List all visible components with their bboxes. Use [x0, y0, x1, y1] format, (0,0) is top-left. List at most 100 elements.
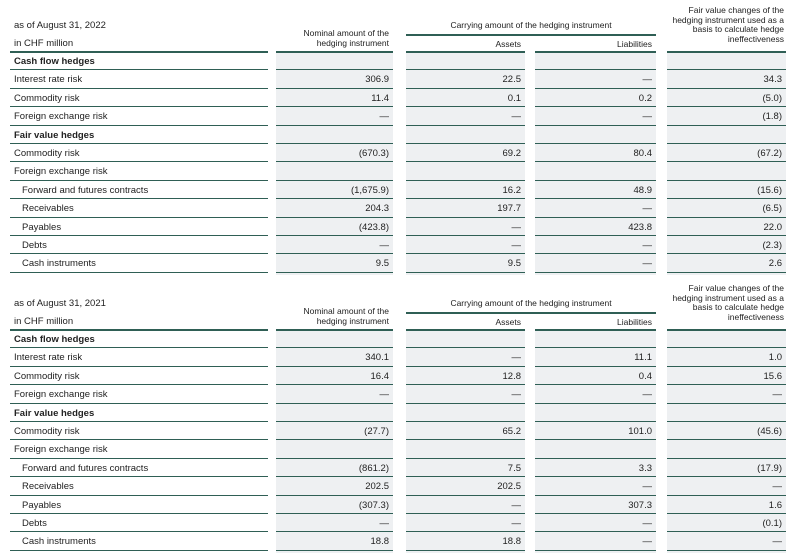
- row-divider: [10, 179, 268, 181]
- row-divider: [276, 179, 393, 181]
- cell-fv: (2.3): [762, 240, 782, 251]
- row-divider: [406, 531, 525, 533]
- row-divider: [10, 234, 268, 236]
- header-bottom-rule: [535, 329, 656, 331]
- row-label: Debts: [22, 518, 47, 529]
- row-divider: [535, 253, 656, 255]
- row-divider: [406, 198, 525, 200]
- row-divider: [10, 253, 268, 255]
- cell-fv: (45.6): [757, 426, 782, 437]
- row-divider: [406, 124, 525, 126]
- row-divider: [406, 161, 525, 163]
- cell-nominal: 11.4: [371, 92, 389, 104]
- row-divider: [276, 494, 393, 496]
- row-divider: [406, 365, 525, 367]
- row-label: Debts: [22, 240, 47, 251]
- row-label: Foreign exchange risk: [14, 166, 108, 178]
- row-divider: [667, 439, 786, 441]
- row-label: Commodity risk: [14, 370, 80, 382]
- row-divider: [667, 161, 786, 163]
- row-label: Foreign exchange risk: [14, 111, 108, 123]
- assets-header: Assets: [495, 317, 521, 327]
- column-shade-liabilities: [535, 330, 656, 553]
- row-label: Cash flow hedges: [14, 334, 95, 345]
- cell-liabilities: 0.2: [638, 92, 652, 104]
- cell-assets: 12.8: [502, 370, 522, 382]
- cell-nominal: 202.5: [365, 481, 389, 493]
- row-label: Payables: [22, 221, 62, 233]
- column-shade-assets: [406, 52, 525, 275]
- row-label: Receivables: [22, 481, 74, 493]
- row-divider: [276, 347, 393, 349]
- cell-nominal: 18.8: [370, 536, 390, 548]
- row-divider: [667, 457, 786, 459]
- row-divider: [667, 420, 786, 422]
- row-divider: [667, 365, 786, 367]
- row-divider: [10, 512, 268, 514]
- row-divider: [535, 420, 656, 422]
- cell-nominal: 340.1: [365, 352, 389, 364]
- row-divider: [406, 106, 525, 108]
- header-bottom-rule: [276, 329, 393, 331]
- row-divider: [535, 494, 656, 496]
- row-divider: [667, 216, 786, 218]
- row-divider: [406, 347, 525, 349]
- row-divider: [276, 124, 393, 126]
- carrying-amount-header: Carrying amount of the hedging instrumen…: [450, 298, 612, 308]
- cell-fv: (0.1): [762, 518, 782, 529]
- row-divider: [276, 161, 393, 163]
- column-shade-fv: [667, 52, 786, 275]
- cell-nominal: —: [379, 240, 390, 251]
- table-row: Fair value hedges: [0, 126, 796, 144]
- cell-liabilities: —: [642, 74, 653, 86]
- row-divider: [535, 198, 656, 200]
- header-bottom-rule: [535, 51, 656, 53]
- row-divider: [10, 87, 268, 89]
- cell-assets: 22.5: [502, 74, 522, 86]
- row-divider: [406, 420, 525, 422]
- row-label: Cash instruments: [22, 536, 96, 548]
- row-divider: [667, 531, 786, 533]
- cell-nominal: (27.7): [364, 426, 389, 437]
- row-label: Foreign exchange risk: [14, 444, 108, 456]
- cell-liabilities: —: [642, 481, 653, 493]
- table-row: Debts — — — (0.1): [0, 514, 796, 533]
- liabilities-header: Liabilities: [617, 317, 652, 327]
- cell-liabilities: —: [642, 240, 653, 251]
- row-divider: [535, 347, 656, 349]
- date-label: as of August 31, 2022: [14, 20, 106, 31]
- cell-assets: —: [511, 389, 522, 401]
- row-divider: [406, 142, 525, 144]
- table-row: Debts — — — (2.3): [0, 236, 796, 255]
- unit-label: in CHF million: [14, 316, 74, 327]
- row-divider: [406, 69, 525, 71]
- cell-assets: 0.1: [507, 92, 521, 104]
- row-divider: [10, 198, 268, 200]
- header-bottom-rule: [406, 51, 525, 53]
- row-divider: [10, 476, 268, 478]
- row-divider: [535, 384, 656, 386]
- row-divider: [276, 439, 393, 441]
- header-bottom-rule: [667, 329, 786, 331]
- cell-fv: 22.0: [763, 221, 783, 233]
- row-divider: [406, 87, 525, 89]
- row-divider: [535, 142, 656, 144]
- row-divider: [10, 142, 268, 144]
- cell-liabilities: 80.4: [633, 148, 653, 159]
- row-divider: [535, 402, 656, 404]
- row-divider: [535, 457, 656, 459]
- table-row: Forward and futures contracts (861.2) 7.5 3…: [0, 459, 796, 478]
- row-divider: [276, 402, 393, 404]
- row-divider: [276, 531, 393, 533]
- cell-nominal: —: [379, 518, 390, 529]
- cell-liabilities: —: [642, 389, 653, 401]
- table-row: Payables (423.8) — 423.8 22.0: [0, 218, 796, 236]
- row-divider: [535, 69, 656, 71]
- row-divider: [406, 402, 525, 404]
- table-row: Interest rate risk 340.1 — 11.1 1.0: [0, 348, 796, 367]
- row-divider: [276, 69, 393, 71]
- row-divider: [667, 549, 786, 551]
- row-divider: [535, 124, 656, 126]
- cell-nominal: (670.3): [358, 148, 389, 159]
- row-label: Fair value hedges: [14, 407, 95, 419]
